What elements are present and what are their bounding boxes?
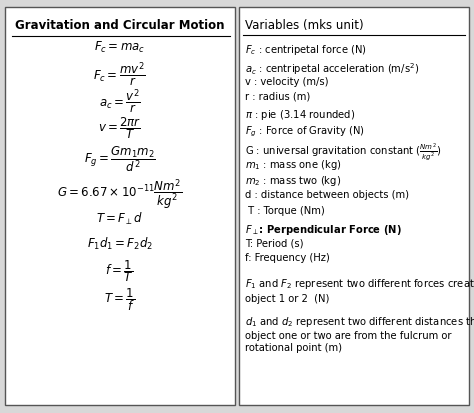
Text: $T = F_{\perp}d$: $T = F_{\perp}d$ [96, 211, 143, 227]
Text: $d_1$ and $d_2$ represent two different distances that
object one or two are fro: $d_1$ and $d_2$ represent two different … [245, 314, 474, 353]
Text: $v = \dfrac{2\pi r}{T}$: $v = \dfrac{2\pi r}{T}$ [98, 115, 141, 141]
Text: $m_1$ : mass one (kg): $m_1$ : mass one (kg) [245, 158, 342, 172]
Text: v : velocity (m/s): v : velocity (m/s) [245, 76, 328, 86]
Bar [5, 8, 235, 405]
Text: $F_{\perp}$: Perpendicular Force (N): $F_{\perp}$: Perpendicular Force (N) [245, 222, 402, 236]
Text: $F_1d_1 = F_2d_2$: $F_1d_1 = F_2d_2$ [87, 236, 153, 252]
Text: $G = 6.67\times10^{-11}\dfrac{Nm^2}{kg^2}$: $G = 6.67\times10^{-11}\dfrac{Nm^2}{kg^2… [57, 177, 182, 211]
Text: $m_2$ : mass two (kg): $m_2$ : mass two (kg) [245, 173, 341, 188]
Text: $a_c$ : centripetal acceleration (m/s$^2$): $a_c$ : centripetal acceleration (m/s$^2… [245, 61, 419, 76]
Text: $F_g$ : Force of Gravity (N): $F_g$ : Force of Gravity (N) [245, 124, 365, 138]
Text: $T = \dfrac{1}{f}$: $T = \dfrac{1}{f}$ [104, 286, 135, 313]
Text: Gravitation and Circular Motion: Gravitation and Circular Motion [15, 19, 224, 32]
Text: r : radius (m): r : radius (m) [245, 92, 310, 102]
Text: $F_c = ma_c$: $F_c = ma_c$ [94, 40, 145, 55]
Text: $f = \dfrac{1}{T}$: $f = \dfrac{1}{T}$ [105, 258, 134, 283]
Text: f: Frequency (Hz): f: Frequency (Hz) [245, 253, 330, 263]
Text: $F_g = \dfrac{Gm_1m_2}{d^2}$: $F_g = \dfrac{Gm_1m_2}{d^2}$ [84, 144, 155, 174]
Text: T: Period (s): T: Period (s) [245, 237, 303, 247]
Text: $F_c = \dfrac{mv^2}{r}$: $F_c = \dfrac{mv^2}{r}$ [93, 60, 146, 88]
Text: Variables (mks unit): Variables (mks unit) [245, 19, 364, 31]
Text: $F_c$ : centripetal force (N): $F_c$ : centripetal force (N) [245, 43, 367, 57]
Text: $\pi$ : pie (3.14 rounded): $\pi$ : pie (3.14 rounded) [245, 107, 356, 121]
Text: G : universal gravitation constant ($\frac{Nm^2}{kg^2}$): G : universal gravitation constant ($\fr… [245, 141, 442, 163]
Text: T : Torque (Nm): T : Torque (Nm) [245, 206, 325, 216]
Text: $a_c = \dfrac{v^2}{r}$: $a_c = \dfrac{v^2}{r}$ [99, 87, 140, 115]
Text: $F_1$ and $F_2$ represent two different forces created by
object 1 or 2  (N): $F_1$ and $F_2$ represent two different … [245, 277, 474, 303]
Bar [239, 8, 469, 405]
Text: d : distance between objects (m): d : distance between objects (m) [245, 190, 409, 200]
